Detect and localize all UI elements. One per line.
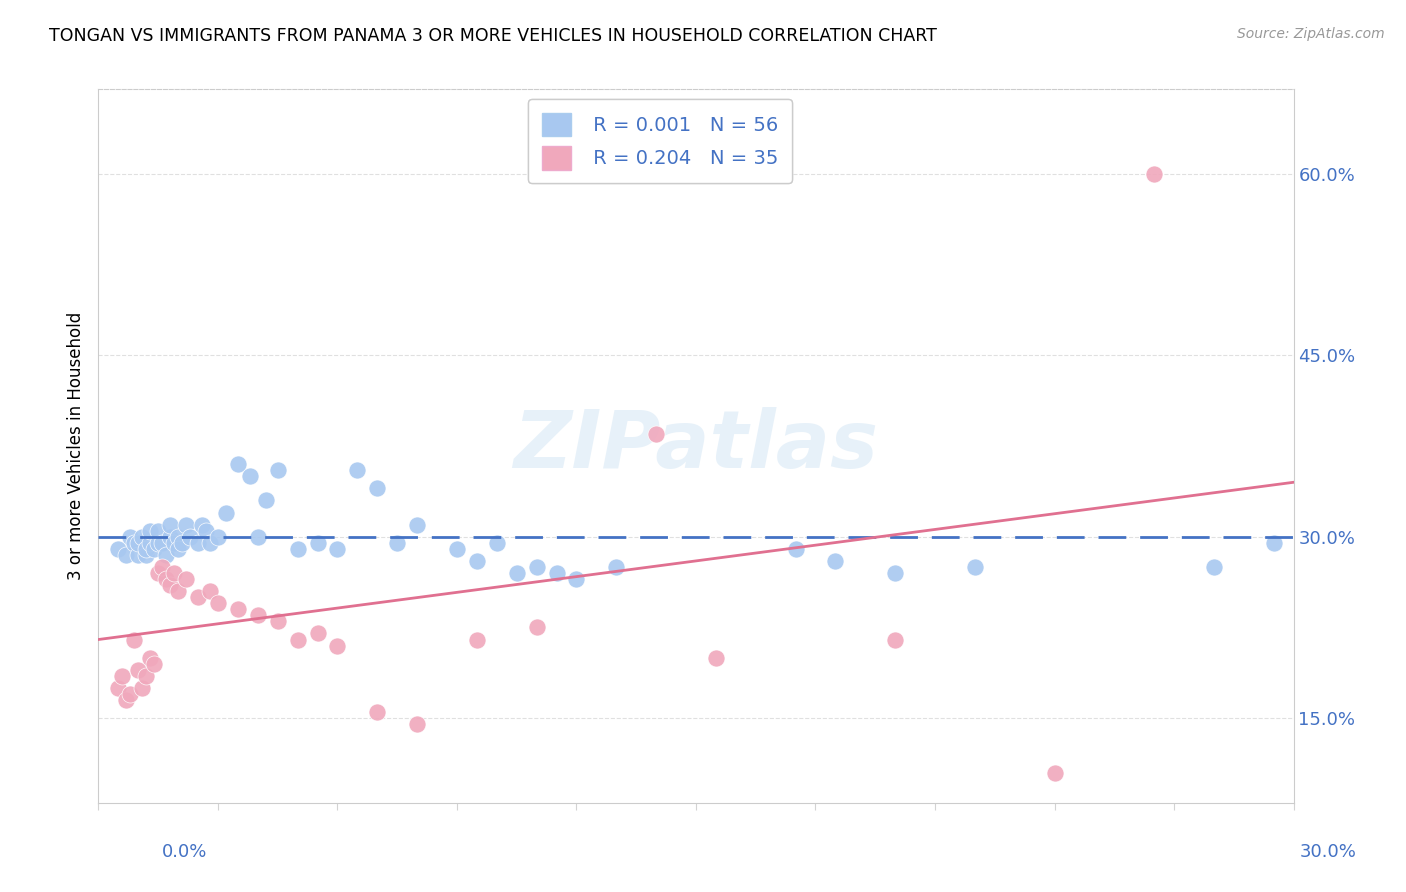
Point — [195, 524, 218, 538]
Point — [605, 560, 627, 574]
Point — [148, 566, 170, 580]
Point — [785, 541, 807, 556]
Point — [385, 535, 409, 549]
Point — [159, 517, 181, 532]
Point — [187, 590, 209, 604]
Point — [120, 530, 142, 544]
Point — [526, 560, 548, 574]
Point — [107, 681, 129, 695]
Point — [135, 541, 157, 556]
Point — [1263, 535, 1285, 549]
Point — [139, 535, 162, 549]
Point — [1202, 560, 1225, 574]
Point — [215, 506, 238, 520]
Point — [198, 535, 221, 549]
Point — [506, 566, 529, 580]
Point — [465, 554, 488, 568]
Point — [446, 541, 468, 556]
Point — [150, 560, 173, 574]
Point — [174, 517, 197, 532]
Point — [207, 530, 229, 544]
Point — [163, 535, 186, 549]
Point — [239, 469, 262, 483]
Point — [406, 717, 429, 731]
Point — [1143, 167, 1166, 181]
Point — [135, 548, 157, 562]
Point — [346, 463, 368, 477]
Point — [150, 535, 173, 549]
Point — [226, 457, 249, 471]
Point — [287, 632, 309, 647]
Point — [148, 524, 170, 538]
Point — [174, 572, 197, 586]
Point — [148, 535, 170, 549]
Point — [485, 535, 508, 549]
Point — [884, 566, 907, 580]
Point — [107, 541, 129, 556]
Point — [191, 517, 214, 532]
Point — [127, 663, 149, 677]
Point — [167, 541, 190, 556]
Point — [163, 566, 186, 580]
Point — [120, 687, 142, 701]
Point — [287, 541, 309, 556]
Y-axis label: 3 or more Vehicles in Household: 3 or more Vehicles in Household — [66, 312, 84, 580]
Point — [111, 669, 134, 683]
Point — [159, 530, 181, 544]
Point — [366, 705, 388, 719]
Point — [127, 535, 149, 549]
Text: 30.0%: 30.0% — [1301, 843, 1357, 861]
Point — [884, 632, 907, 647]
Point — [326, 639, 349, 653]
Point — [143, 657, 166, 671]
Point — [143, 541, 166, 556]
Point — [526, 620, 548, 634]
Point — [226, 602, 249, 616]
Point — [139, 524, 162, 538]
Point — [307, 626, 329, 640]
Point — [187, 535, 209, 549]
Point — [326, 541, 349, 556]
Point — [172, 535, 194, 549]
Point — [115, 548, 138, 562]
Point — [246, 608, 269, 623]
Text: ZIPatlas: ZIPatlas — [513, 407, 879, 485]
Point — [167, 584, 190, 599]
Point — [115, 693, 138, 707]
Text: 0.0%: 0.0% — [162, 843, 207, 861]
Point — [307, 535, 329, 549]
Point — [406, 517, 429, 532]
Point — [267, 615, 290, 629]
Point — [645, 426, 668, 441]
Point — [139, 650, 162, 665]
Text: TONGAN VS IMMIGRANTS FROM PANAMA 3 OR MORE VEHICLES IN HOUSEHOLD CORRELATION CHA: TONGAN VS IMMIGRANTS FROM PANAMA 3 OR MO… — [49, 27, 936, 45]
Point — [135, 669, 157, 683]
Point — [963, 560, 986, 574]
Point — [1043, 765, 1066, 780]
Point — [207, 596, 229, 610]
Point — [366, 481, 388, 495]
Point — [824, 554, 846, 568]
Point — [131, 681, 153, 695]
Point — [179, 530, 201, 544]
Point — [198, 584, 221, 599]
Point — [159, 578, 181, 592]
Point — [155, 572, 177, 586]
Point — [546, 566, 568, 580]
Legend:  R = 0.001   N = 56,  R = 0.204   N = 35: R = 0.001 N = 56, R = 0.204 N = 35 — [529, 99, 792, 184]
Point — [124, 535, 146, 549]
Point — [124, 632, 146, 647]
Point — [565, 572, 588, 586]
Point — [704, 650, 727, 665]
Point — [267, 463, 290, 477]
Point — [131, 530, 153, 544]
Point — [246, 530, 269, 544]
Point — [167, 530, 190, 544]
Point — [155, 548, 177, 562]
Text: Source: ZipAtlas.com: Source: ZipAtlas.com — [1237, 27, 1385, 41]
Point — [127, 548, 149, 562]
Point — [465, 632, 488, 647]
Point — [254, 493, 277, 508]
